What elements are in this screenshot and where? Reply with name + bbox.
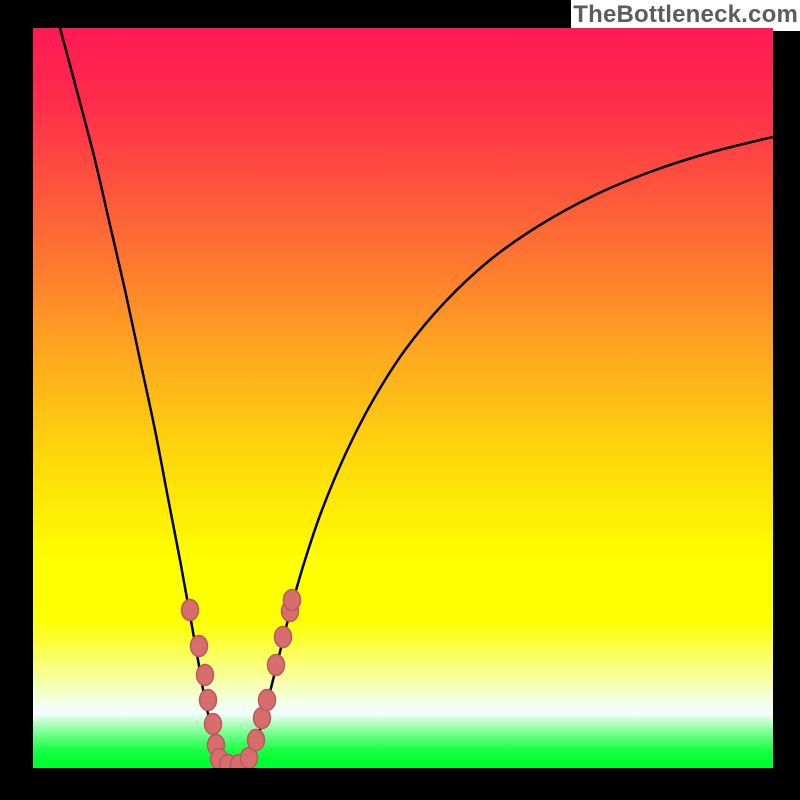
data-marker <box>200 690 217 711</box>
plot-background <box>33 28 773 768</box>
data-marker <box>197 665 214 686</box>
data-marker <box>275 627 292 648</box>
data-marker <box>191 636 208 657</box>
chart-frame: TheBottleneck.com <box>0 0 800 800</box>
data-marker <box>268 655 285 676</box>
data-marker <box>284 590 301 611</box>
data-marker <box>205 714 222 735</box>
data-marker <box>182 600 199 621</box>
bottleneck-curve-chart <box>0 0 800 800</box>
data-marker <box>259 690 276 711</box>
data-marker <box>248 730 265 751</box>
